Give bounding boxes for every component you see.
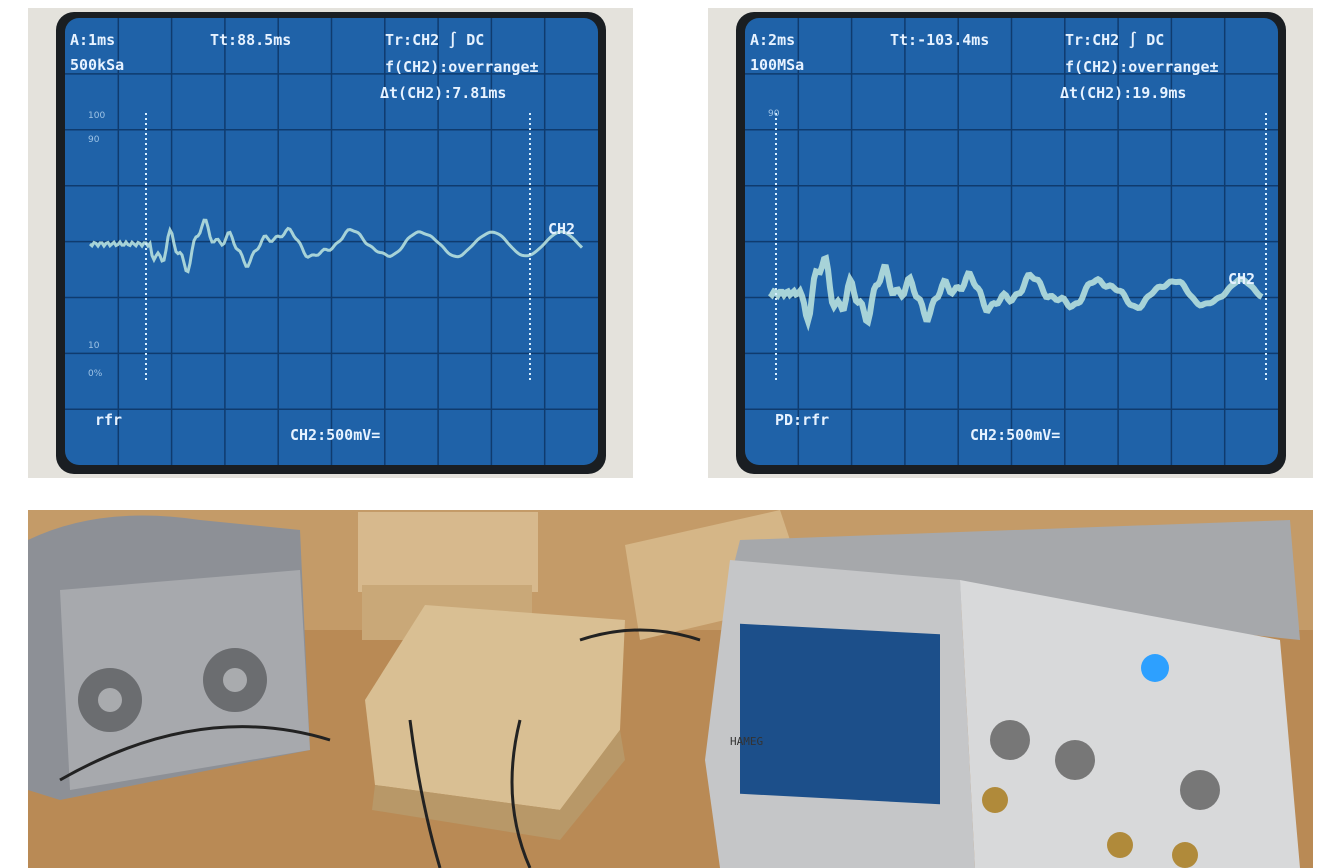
oscilloscope-screen: A:2ms Tt:-103.4ms Tr:CH2 ∫ DC 100MSa f(CH2):… <box>708 8 1313 478</box>
ref-label: 10 <box>88 341 100 351</box>
mode: rfr <box>95 411 122 429</box>
frequency: f(CH2):overrange± <box>385 58 539 76</box>
scope-brand: HAMEG <box>730 735 763 748</box>
page: HAMEG A:1ms Tt:88.5ms Tr:CH2 ∫ DC 500kSa f(C… <box>0 0 1325 868</box>
bench-photo: HAMEG <box>28 510 1313 868</box>
timebase: A:2ms <box>750 31 795 49</box>
delta-t: Δt(CH2):7.81ms <box>380 84 506 102</box>
channel-marker: CH2 <box>1228 270 1255 288</box>
ref-label: 90 <box>768 109 780 119</box>
channel-marker: CH2 <box>548 220 575 238</box>
trigger: Tr:CH2 ∫ DC <box>1065 31 1164 49</box>
channel-scale: CH2:500mV= <box>970 426 1060 444</box>
ref-label: 0% <box>88 369 103 379</box>
ref-label: 90 <box>88 135 100 145</box>
ref-label: 100 <box>88 111 105 121</box>
mode: PD:rfr <box>775 411 829 429</box>
delta-t: Δt(CH2):19.9ms <box>1060 84 1186 102</box>
channel-scale: CH2:500mV= <box>290 426 380 444</box>
timebase: A:1ms <box>70 31 115 49</box>
frequency: f(CH2):overrange± <box>1065 58 1219 76</box>
sample-rate: 500kSa <box>70 56 124 74</box>
sample-rate: 100MSa <box>750 56 804 74</box>
trigger: Tr:CH2 ∫ DC <box>385 31 484 49</box>
trigger-time: Tt:88.5ms <box>210 31 291 49</box>
trigger-time: Tt:-103.4ms <box>890 31 989 49</box>
oscilloscope-screen: A:1ms Tt:88.5ms Tr:CH2 ∫ DC 500kSa f(CH2):ov… <box>28 8 633 478</box>
